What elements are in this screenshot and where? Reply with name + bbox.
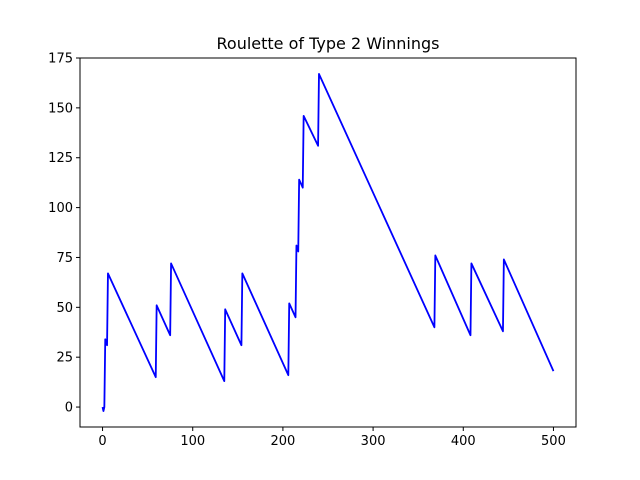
x-tick-label: 0	[98, 434, 106, 449]
y-tick-label: 50	[56, 301, 73, 316]
y-tick-label: 150	[48, 101, 73, 116]
series-line-1	[101, 73, 555, 412]
x-tick-label: 200	[270, 434, 295, 449]
y-tick-label: 0	[65, 401, 73, 416]
x-tick-label: 500	[541, 434, 566, 449]
y-tick-label: 75	[56, 251, 73, 266]
y-tick-label: 175	[48, 52, 73, 67]
chart-title: Roulette of Type 2 Winnings	[217, 34, 440, 53]
plot-area-frame	[79, 57, 577, 428]
y-tick-label: 100	[48, 201, 73, 216]
y-tick-label: 125	[48, 151, 73, 166]
x-tick-label: 100	[180, 434, 205, 449]
x-tick-label: 400	[451, 434, 476, 449]
y-tick-label: 25	[56, 351, 73, 366]
x-tick-label: 300	[361, 434, 386, 449]
